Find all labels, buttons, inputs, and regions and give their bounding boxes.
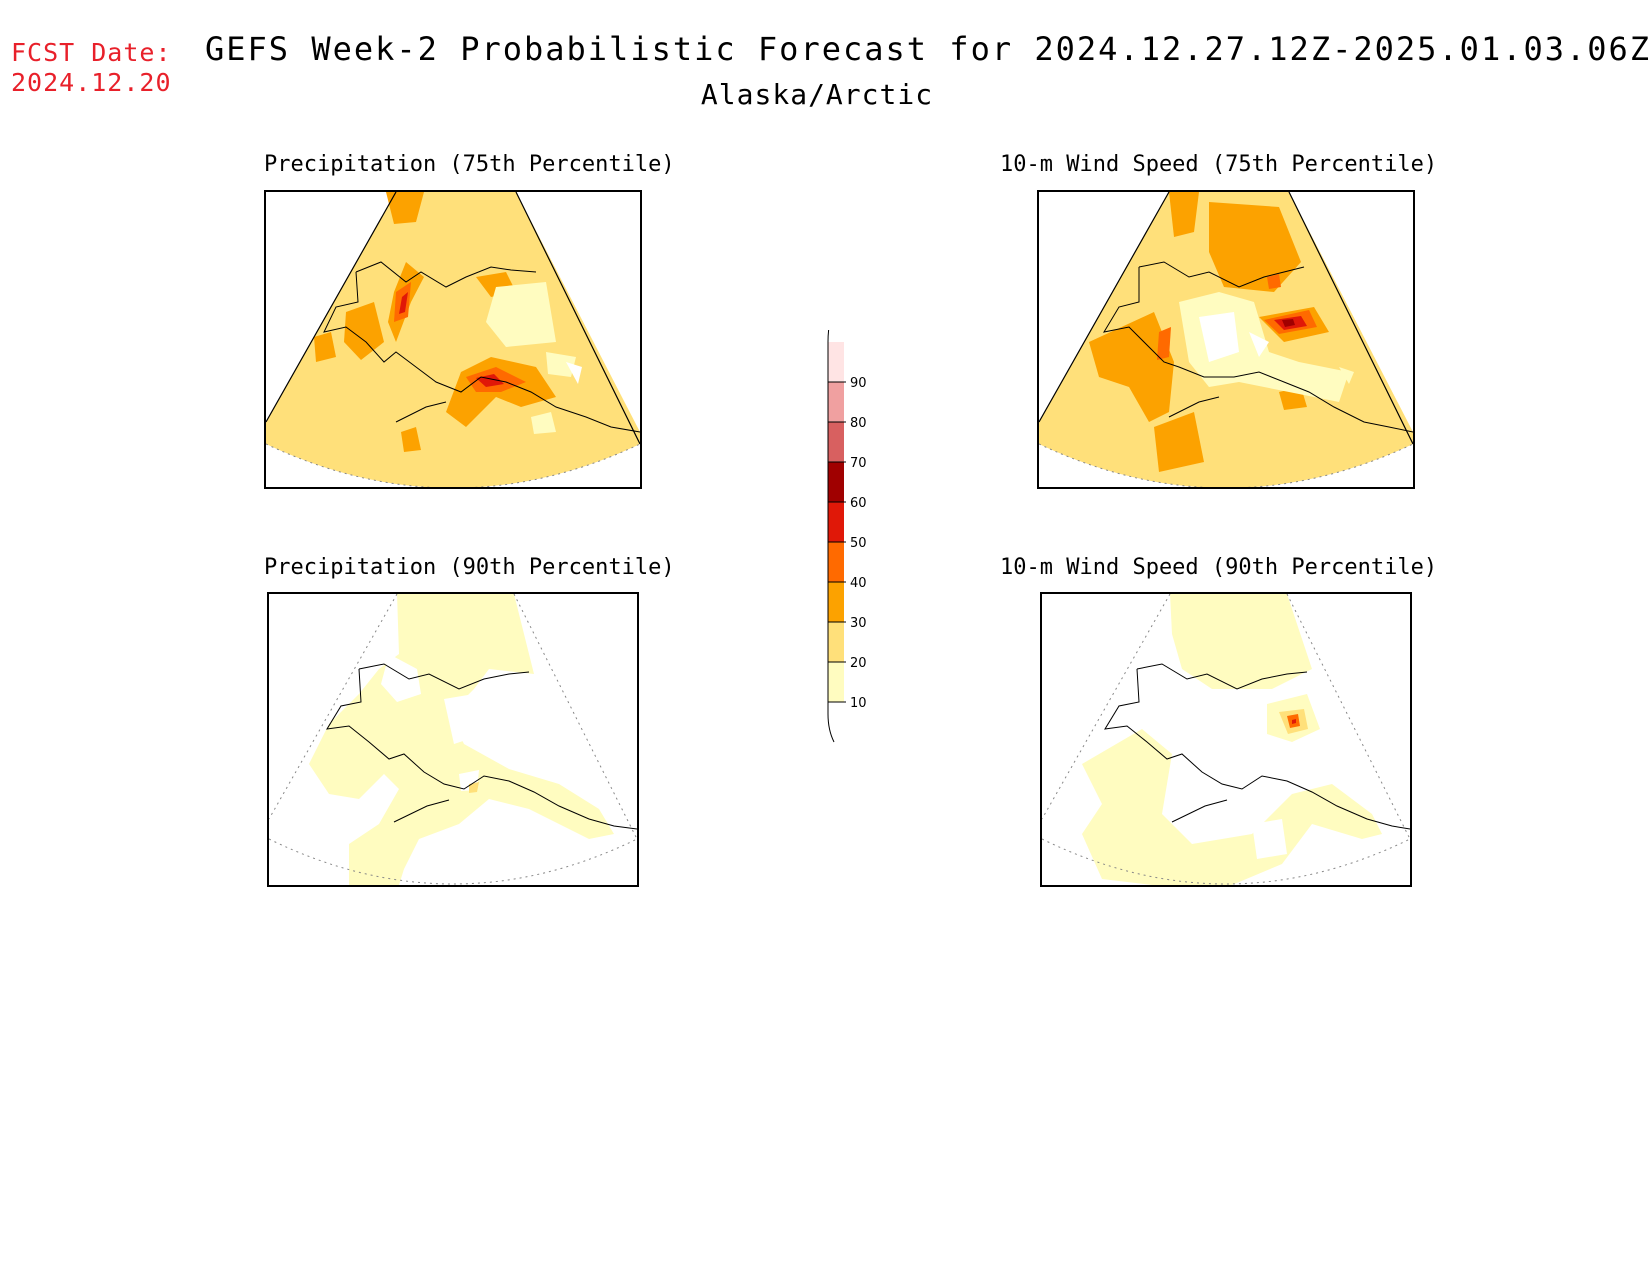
map-precip-75 [266, 192, 640, 487]
white-hole [444, 694, 484, 744]
white-hole [1252, 819, 1287, 859]
map-wind-75 [1039, 192, 1413, 487]
white-hole [1199, 312, 1239, 362]
colorbar-label-20: 20 [850, 656, 867, 671]
colorbar: 10 20 30 40 50 60 70 80 90 [827, 330, 867, 743]
contour-10 [546, 352, 576, 377]
coastline [326, 668, 637, 830]
map-precip-90 [269, 594, 637, 885]
colorbar-box-90 [828, 342, 844, 382]
longitude-line [269, 594, 637, 840]
map-panel-wind-75 [1037, 190, 1415, 489]
contour-30 [386, 192, 424, 224]
colorbar-label-70: 70 [850, 456, 867, 471]
longitude-line [1042, 594, 1410, 840]
contour-30 [1169, 192, 1199, 237]
latitude-line [1039, 443, 1413, 487]
panel-title-precip-75: Precipitation (75th Percentile) [264, 152, 675, 177]
colorbar-label-50: 50 [850, 536, 867, 551]
region-subtitle: Alaska/Arctic [700, 78, 934, 111]
domain-edge [266, 192, 640, 445]
coastline [393, 799, 450, 823]
contour-30 [1209, 202, 1301, 292]
colorbar-box-70 [828, 422, 844, 462]
contour-50 [1292, 719, 1296, 724]
contour-10 [531, 412, 556, 434]
colorbar-box-30 [828, 582, 844, 622]
white-hole [381, 654, 421, 702]
panel-title-wind-75: 10-m Wind Speed (75th Percentile) [1000, 152, 1438, 177]
coastline [1136, 663, 1308, 690]
contour-50 [399, 292, 408, 314]
coastline [358, 663, 530, 690]
colorbar-box-80 [828, 382, 844, 422]
colorbar-label-80: 80 [850, 416, 867, 431]
map-panel-wind-90 [1040, 592, 1412, 887]
coastline [323, 271, 640, 433]
coastline [1171, 799, 1228, 823]
colorbar-label-90: 90 [850, 376, 867, 391]
contour-10 [1339, 367, 1354, 384]
contour-30 [344, 302, 384, 360]
contour-20 [469, 782, 479, 793]
colorbar-label-10: 10 [850, 696, 867, 711]
colorbar-label-60: 60 [850, 496, 867, 511]
contour-30 [314, 332, 336, 362]
map-panel-precip-90 [267, 592, 639, 887]
colorbar-label-40: 40 [850, 576, 867, 591]
contour-30 [1154, 412, 1204, 472]
domain-edge [1039, 192, 1413, 445]
colorbar-label-30: 30 [850, 616, 867, 631]
coastline [1102, 267, 1413, 433]
map-panel-precip-75 [264, 190, 642, 489]
map-wind-90 [1042, 594, 1410, 885]
white-hole [1249, 332, 1269, 357]
coastline [395, 401, 447, 423]
forecast-date-label: FCST Date: [11, 38, 172, 67]
contour-30 [401, 427, 421, 452]
contour-40 [1157, 327, 1171, 360]
contour-40 [1267, 274, 1281, 289]
contour-10 [1082, 729, 1382, 885]
colorbar-box-60 [828, 462, 844, 502]
coastline [1138, 261, 1305, 288]
contour-30 [1089, 312, 1174, 422]
contour-10 [1170, 594, 1312, 689]
colorbar-tail-bottom [827, 702, 835, 743]
colorbar-box-10 [828, 662, 844, 702]
colorbar-box-50 [828, 502, 844, 542]
contour-10 [486, 282, 556, 347]
colorbar-tail-top [827, 330, 830, 382]
coastline [355, 261, 537, 288]
colorbar-box-20 [828, 622, 844, 662]
latitude-line [266, 443, 640, 487]
panel-title-wind-90: 10-m Wind Speed (90th Percentile) [1000, 555, 1438, 580]
page-title: GEFS Week-2 Probabilistic Forecast for 2… [205, 30, 1650, 68]
white-hole [566, 362, 582, 384]
coastline [1104, 668, 1410, 830]
contour-60 [1282, 319, 1295, 327]
colorbar-box-40 [828, 542, 844, 582]
panel-title-precip-90: Precipitation (90th Percentile) [264, 555, 675, 580]
forecast-date-value: 2024.12.20 [11, 68, 172, 97]
coastline [1168, 396, 1220, 418]
